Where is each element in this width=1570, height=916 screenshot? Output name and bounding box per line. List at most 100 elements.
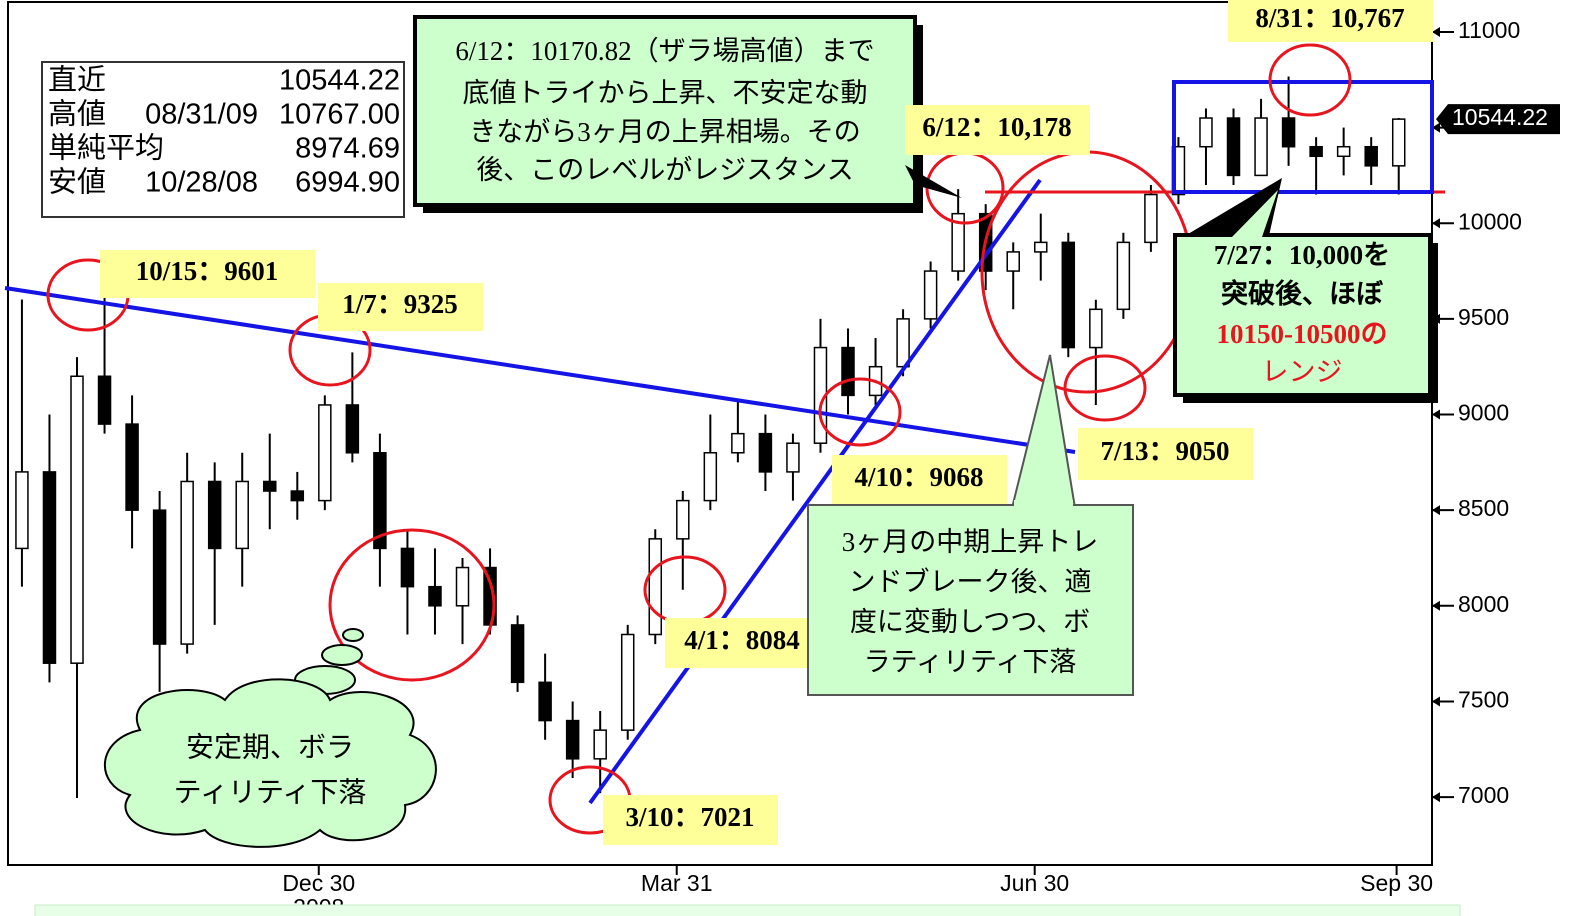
callout-text: レンジ — [1262, 357, 1343, 387]
label-bg — [318, 283, 483, 331]
candle-body — [703, 452, 718, 502]
candle-body — [620, 633, 635, 731]
range-box — [1172, 80, 1434, 194]
circle — [818, 377, 902, 447]
candle-body — [1281, 117, 1296, 148]
cloud-bubble — [321, 644, 363, 666]
y-tick-label: 9500 — [1458, 304, 1509, 330]
label-bg — [603, 795, 778, 845]
callout-box — [1173, 233, 1432, 397]
y-tick-arrow — [1432, 696, 1440, 707]
candle-body — [1116, 241, 1131, 311]
callout-text: 度に変動しつつ、ボ — [850, 607, 1090, 637]
candle-body — [538, 681, 552, 722]
info-label: 高値 — [48, 98, 106, 131]
candle-body — [180, 480, 194, 645]
point-label: 3/10：7021 — [625, 802, 754, 832]
callout-text: ラティリティ下落 — [864, 647, 1077, 677]
y-tick-arrow — [1432, 600, 1440, 611]
candle-body — [1391, 118, 1406, 167]
cloud-text: ティリティ下落 — [174, 776, 367, 808]
info-box — [41, 61, 405, 218]
x-tick-label: Sep 30 — [1360, 870, 1433, 896]
label-bg — [100, 250, 315, 298]
candle-body — [1061, 241, 1076, 349]
callout-text: 6/12：10170.82（ザラ場高値）まで — [455, 36, 874, 66]
candle-body — [841, 346, 855, 397]
candle-body — [758, 432, 773, 473]
cloud-bubble — [342, 628, 364, 642]
label-bg — [905, 105, 1090, 155]
callout-pointer-fill — [1232, 190, 1278, 237]
callout-text: 突破後、ほぼ — [1221, 278, 1384, 309]
y-tick-label: 8500 — [1458, 495, 1509, 521]
info-value: 8974.69 — [295, 133, 400, 165]
last-price-label: 10544.22 — [1452, 104, 1548, 130]
callout-text: ンドブレーク後、適 — [849, 567, 1092, 597]
callout-box — [413, 15, 917, 207]
x-tick-label: Dec 30 — [282, 870, 355, 896]
candle-body — [1254, 117, 1268, 177]
candle-body — [565, 719, 580, 760]
candles — [15, 76, 1406, 799]
callout-text: 底値トライから上昇、不安定な動 — [463, 78, 868, 108]
label-bg — [1228, 0, 1433, 42]
candle-body — [152, 509, 167, 645]
candle-body — [786, 442, 800, 473]
candle-body — [15, 471, 29, 550]
y-tick-arrow — [1432, 409, 1440, 420]
callout-box — [807, 504, 1134, 696]
candle-body — [510, 624, 525, 684]
candle-body — [125, 423, 139, 511]
circle — [1063, 354, 1147, 422]
candle-body — [1144, 193, 1158, 244]
y-tick-label: 8000 — [1458, 591, 1509, 617]
bottom-bar — [34, 904, 1461, 916]
candle-body — [373, 452, 387, 550]
y-tick-label: 11000 — [1458, 17, 1520, 43]
candle-body — [400, 547, 415, 588]
candle-body — [896, 318, 910, 368]
candle-body — [207, 480, 222, 550]
point-label: 10/15：9601 — [136, 256, 279, 286]
info-label: 単純平均 — [48, 132, 164, 165]
y-tick-arrow — [1432, 792, 1440, 803]
candle-body — [1034, 241, 1048, 253]
candle-body — [676, 499, 690, 540]
y-tick-arrow — [1432, 505, 1440, 516]
candle-body — [455, 566, 470, 607]
point-label: 8/31：10,767 — [1255, 3, 1404, 33]
thought-cloud — [104, 628, 437, 848]
candle-body — [1364, 145, 1378, 167]
info-label: 安値 — [48, 166, 106, 199]
candle-body — [951, 212, 965, 272]
callout-text: 7/27：10,000を — [1214, 240, 1390, 270]
candle-body — [235, 480, 249, 550]
circle — [328, 528, 496, 682]
y-tick-label: 7000 — [1458, 782, 1509, 808]
point-label: 7/13：9050 — [1100, 436, 1229, 466]
callout-pointer — [905, 165, 962, 198]
point-labels: 10/15：9601 1/7：9325 3/10：7021 4/1：8084 4… — [100, 0, 1433, 845]
label-bg — [1078, 428, 1253, 480]
cloud — [104, 678, 437, 848]
y-tick-arrow — [1432, 26, 1440, 37]
point-label: 4/1：8084 — [684, 625, 800, 655]
candle-body — [97, 375, 112, 425]
candle-body — [1199, 117, 1213, 148]
cloud-text: 安定期、ボラ — [186, 731, 354, 763]
x-tick-label: Jun 30 — [1000, 870, 1069, 896]
candle-body — [1309, 145, 1323, 158]
y-tick-label: 7500 — [1458, 687, 1509, 713]
candle-body — [731, 432, 745, 454]
info-value: 10767.00 — [279, 99, 400, 131]
point-label: 1/7：9325 — [342, 289, 458, 319]
candle-body — [1089, 308, 1103, 349]
info-table: 直近 10544.22 高値 08/31/09 10767.00 単純平均 8974.69 安… — [48, 64, 400, 199]
callout-join — [1014, 500, 1073, 508]
candle-body — [263, 480, 277, 492]
info-value: 10544.22 — [279, 65, 400, 97]
label-bg — [832, 455, 1007, 505]
callout-text: 10150-10500の — [1217, 319, 1388, 349]
y-tick-arrow — [1432, 122, 1440, 133]
